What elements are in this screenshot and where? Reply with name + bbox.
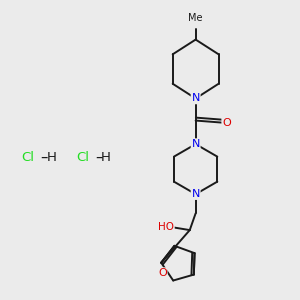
- Text: O: O: [158, 268, 167, 278]
- Text: N: N: [191, 139, 200, 149]
- Text: H: H: [46, 151, 56, 164]
- Text: N: N: [191, 94, 200, 103]
- Text: Cl: Cl: [76, 151, 89, 164]
- Text: O: O: [222, 118, 231, 128]
- Text: –: –: [40, 150, 48, 165]
- Text: H: H: [101, 151, 111, 164]
- Text: Me: Me: [188, 14, 203, 23]
- Text: –: –: [95, 150, 102, 165]
- Text: HO: HO: [158, 222, 174, 233]
- Text: N: N: [191, 189, 200, 199]
- Text: Cl: Cl: [21, 151, 34, 164]
